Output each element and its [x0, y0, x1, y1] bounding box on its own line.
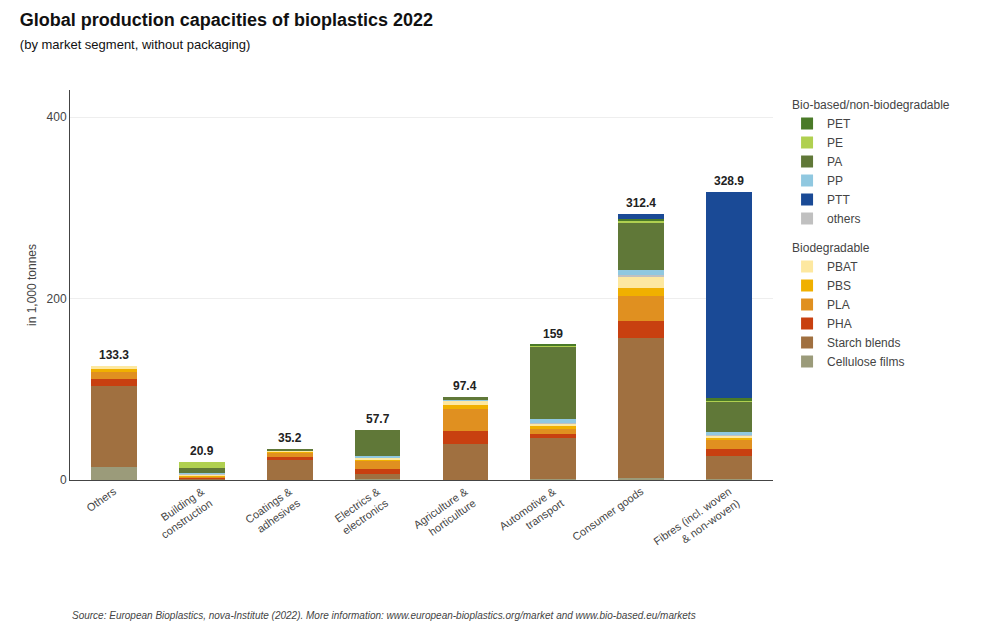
svg-text:Building &construction: Building &construction	[151, 485, 215, 541]
svg-text:PA: PA	[827, 155, 842, 169]
svg-text:Source: European Bioplastics,: Source: European Bioplastics, nova-Insti…	[72, 610, 696, 621]
svg-text:Coatings &adhesives: Coatings &adhesives	[243, 485, 303, 538]
svg-text:Agriculture &horticulture: Agriculture &horticulture	[411, 485, 478, 543]
svg-text:PHA: PHA	[827, 317, 852, 331]
svg-text:200: 200	[47, 292, 67, 306]
svg-text:Bio-based/non-biodegradable: Bio-based/non-biodegradable	[792, 98, 950, 112]
svg-text:in 1,000 tonnes: in 1,000 tonnes	[25, 244, 39, 326]
svg-text:328.9: 328.9	[714, 174, 744, 188]
svg-text:PBS: PBS	[827, 279, 851, 293]
svg-text:0: 0	[60, 473, 67, 487]
svg-text:PET: PET	[827, 117, 851, 131]
svg-text:PLA: PLA	[827, 298, 850, 312]
svg-text:PTT: PTT	[827, 193, 850, 207]
svg-text:97.4: 97.4	[453, 379, 477, 393]
svg-text:35.2: 35.2	[278, 431, 302, 445]
svg-text:Cellulose films: Cellulose films	[827, 355, 904, 369]
svg-text:57.7: 57.7	[366, 412, 390, 426]
svg-text:20.9: 20.9	[190, 444, 214, 458]
svg-text:Consumer goods: Consumer goods	[570, 485, 646, 543]
svg-text:PE: PE	[827, 136, 843, 150]
svg-text:Fibres (incl. woven& non-woven: Fibres (incl. woven& non-woven)	[651, 485, 741, 559]
svg-text:133.3: 133.3	[99, 348, 129, 362]
svg-text:400: 400	[47, 110, 67, 124]
svg-text:159: 159	[543, 327, 563, 341]
svg-text:Electrics &electronics: Electrics &electronics	[332, 485, 391, 537]
svg-text:Starch blends: Starch blends	[827, 336, 900, 350]
svg-text:Biodegradable: Biodegradable	[792, 241, 870, 255]
svg-text:Automotive &transport: Automotive &transport	[497, 485, 566, 544]
svg-text:Others: Others	[84, 485, 118, 514]
svg-text:others: others	[827, 212, 860, 226]
svg-text:312.4: 312.4	[626, 196, 656, 210]
svg-text:PBAT: PBAT	[827, 260, 858, 274]
svg-text:Global production capacities o: Global production capacities of bioplast…	[20, 10, 433, 52]
svg-text:PP: PP	[827, 174, 843, 188]
